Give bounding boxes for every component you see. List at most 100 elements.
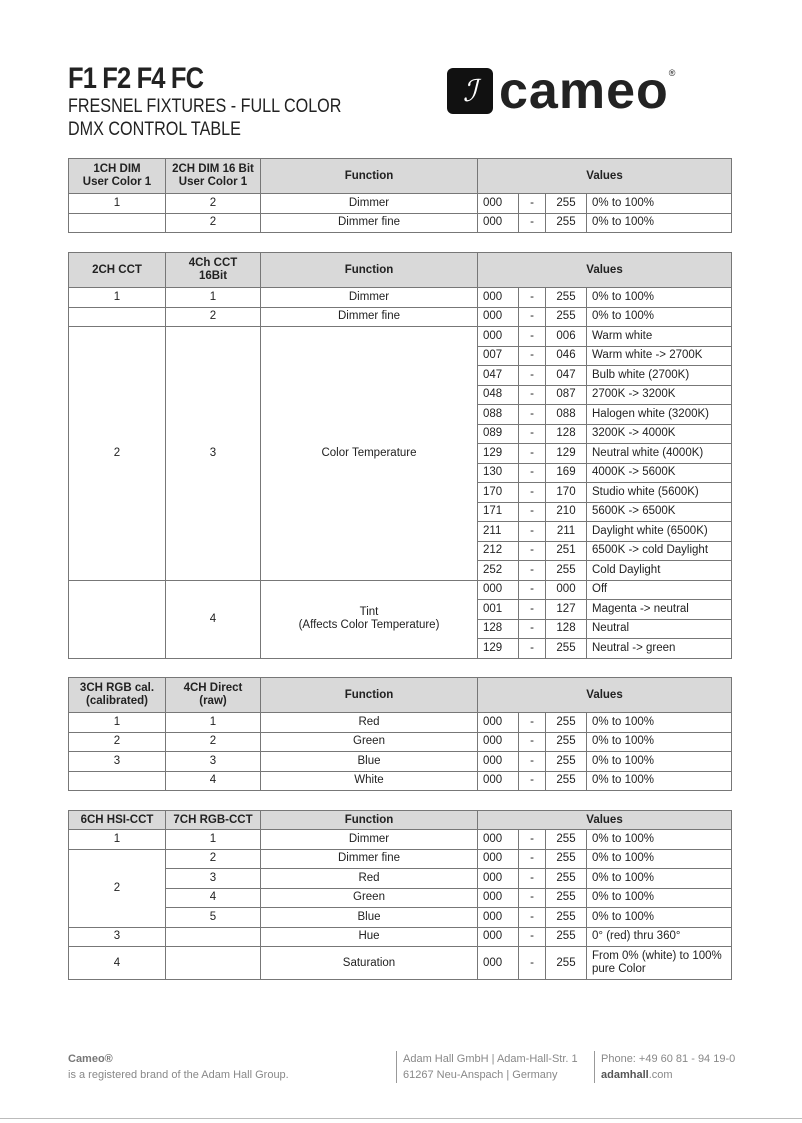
column-header: 3CH RGB cal. (calibrated) xyxy=(68,677,166,713)
function-cell: Dimmer fine xyxy=(260,848,478,869)
table-row: 211-211 Daylight white (6500K) xyxy=(69,521,733,542)
table-row: 171-210 5600K -> 6500K xyxy=(69,501,733,522)
value-description-cell: Neutral white (4000K) xyxy=(585,443,733,464)
channel-cell: 1 xyxy=(68,712,166,733)
value-description-cell: 0% to 100% xyxy=(585,712,733,733)
value-description-cell: Studio white (5600K) xyxy=(585,482,733,503)
website-link[interactable]: adamhall.com xyxy=(601,1069,673,1081)
range-dash-cell: - xyxy=(518,462,546,483)
column-header: Values xyxy=(476,677,733,713)
column-header: 2CH CCT xyxy=(68,252,166,288)
channel-cell: 1 xyxy=(68,829,166,850)
value-to-cell: 000 xyxy=(545,579,587,600)
value-description-cell: 0% to 100% xyxy=(585,848,733,869)
value-to-cell: 128 xyxy=(545,618,587,639)
table-row: 128-128 Neutral xyxy=(69,618,733,639)
range-dash-cell: - xyxy=(518,326,546,347)
header-row: 3CH RGB cal. (calibrated) 4CH Direct (raw… xyxy=(68,677,733,713)
function-cell: Hue xyxy=(260,926,478,947)
function-cell: Tint (Affects Color Temperature) xyxy=(260,579,478,659)
channel-cell: 3 xyxy=(165,326,261,581)
value-from-cell: 000 xyxy=(477,907,519,928)
value-from-cell: 007 xyxy=(477,345,519,366)
column-header: Values xyxy=(476,158,733,194)
value-description-cell: Off xyxy=(585,579,733,600)
function-cell: Blue xyxy=(260,751,478,772)
table-row: 2 Dimmer fine 000-255 0% to 100% xyxy=(68,212,733,233)
range-dash-cell: - xyxy=(518,193,546,214)
column-header: Values xyxy=(476,252,733,288)
value-from-cell: 000 xyxy=(477,579,519,600)
table-row: 2 Dimmer fine 000-255 0% to 100% xyxy=(68,306,733,327)
address-line: 61267 Neu-Anspach | Germany xyxy=(403,1069,558,1081)
table-row: 4 Tint (Affects Color Temperature) 000-000… xyxy=(68,579,733,659)
value-to-cell: 255 xyxy=(545,926,587,947)
value-from-cell: 000 xyxy=(477,751,519,772)
range-dash-cell: - xyxy=(518,540,546,561)
value-description-cell: 0% to 100% xyxy=(585,770,733,791)
value-from-cell: 048 xyxy=(477,384,519,405)
channel-cell: 2 xyxy=(165,306,261,327)
column-header: Function xyxy=(260,810,478,830)
value-to-cell: 088 xyxy=(545,404,587,425)
channel-cell xyxy=(68,579,166,659)
function-cell: Dimmer fine xyxy=(260,306,478,327)
value-from-cell: 000 xyxy=(477,848,519,869)
table-row: 4 White 000-255 0% to 100% xyxy=(68,770,733,791)
value-description-cell: 0% to 100% xyxy=(585,306,733,327)
channel-cell: 2 xyxy=(165,848,261,869)
value-description-cell: 0% to 100% xyxy=(585,193,733,214)
subtitle: DMX CONTROL TABLE xyxy=(68,119,241,140)
value-from-cell: 211 xyxy=(477,521,519,542)
value-from-cell: 000 xyxy=(477,926,519,947)
range-dash-cell: - xyxy=(518,946,546,980)
column-header: Function xyxy=(260,677,478,713)
value-description-cell: From 0% (white) to 100% pure Color xyxy=(585,946,733,980)
value-from-cell: 129 xyxy=(477,638,519,659)
value-to-cell: 255 xyxy=(545,638,587,659)
value-from-cell: 171 xyxy=(477,501,519,522)
divider xyxy=(0,1118,802,1119)
subtitle: FRESNEL FIXTURES - FULL COLOR xyxy=(68,96,342,117)
value-from-cell: 212 xyxy=(477,540,519,561)
value-from-cell: 000 xyxy=(477,712,519,733)
table-row: 048-087 2700K -> 3200K xyxy=(69,384,733,405)
logo-mark-icon: ℐ xyxy=(447,68,493,114)
value-to-cell: 255 xyxy=(545,848,587,869)
value-from-cell: 001 xyxy=(477,599,519,620)
value-description-cell: 4000K -> 5600K xyxy=(585,462,733,483)
function-cell: Green xyxy=(260,731,478,752)
range-dash-cell: - xyxy=(518,926,546,947)
value-description-cell: Warm white xyxy=(585,326,733,347)
header-row: 1CH DIM User Color 1 2CH DIM 16 Bit User … xyxy=(68,158,733,194)
dmx-table: 1CH DIM User Color 1 2CH DIM 16 Bit User … xyxy=(68,158,733,233)
value-description-cell: 5600K -> 6500K xyxy=(585,501,733,522)
table-row: 1 1 Red 000-255 0% to 100% xyxy=(68,712,733,733)
value-to-cell: 170 xyxy=(545,482,587,503)
channel-cell xyxy=(68,770,166,791)
range-dash-cell: - xyxy=(518,712,546,733)
range-dash-cell: - xyxy=(518,521,546,542)
address-line: Adam Hall GmbH | Adam-Hall-Str. 1 xyxy=(403,1053,578,1065)
function-cell: Saturation xyxy=(260,946,478,980)
value-from-cell: 128 xyxy=(477,618,519,639)
value-from-cell: 000 xyxy=(477,731,519,752)
value-description-cell: Cold Daylight xyxy=(585,560,733,581)
range-dash-cell: - xyxy=(518,560,546,581)
value-from-cell: 000 xyxy=(477,287,519,308)
range-dash-cell: - xyxy=(518,306,546,327)
footer-brand-note: is a registered brand of the Adam Hall G… xyxy=(68,1069,289,1081)
channel-cell: 2 xyxy=(68,848,166,928)
channel-cell: 3 xyxy=(68,926,166,947)
footer-brand-name: Cameo® xyxy=(68,1053,113,1065)
range-dash-cell: - xyxy=(518,829,546,850)
range-dash-cell: - xyxy=(518,770,546,791)
channel-cell: 4 xyxy=(165,579,261,659)
column-header: 6CH HSI-CCT xyxy=(68,810,166,830)
value-description-cell: 0% to 100% xyxy=(585,887,733,908)
logo-wordmark: cameo xyxy=(499,62,669,120)
table-row: 2 3 Color Temperature 000-006 Warm white xyxy=(68,326,733,581)
value-description-cell: 0% to 100% xyxy=(585,287,733,308)
table-row: 1 1 Dimmer 000-255 0% to 100% xyxy=(68,829,733,850)
